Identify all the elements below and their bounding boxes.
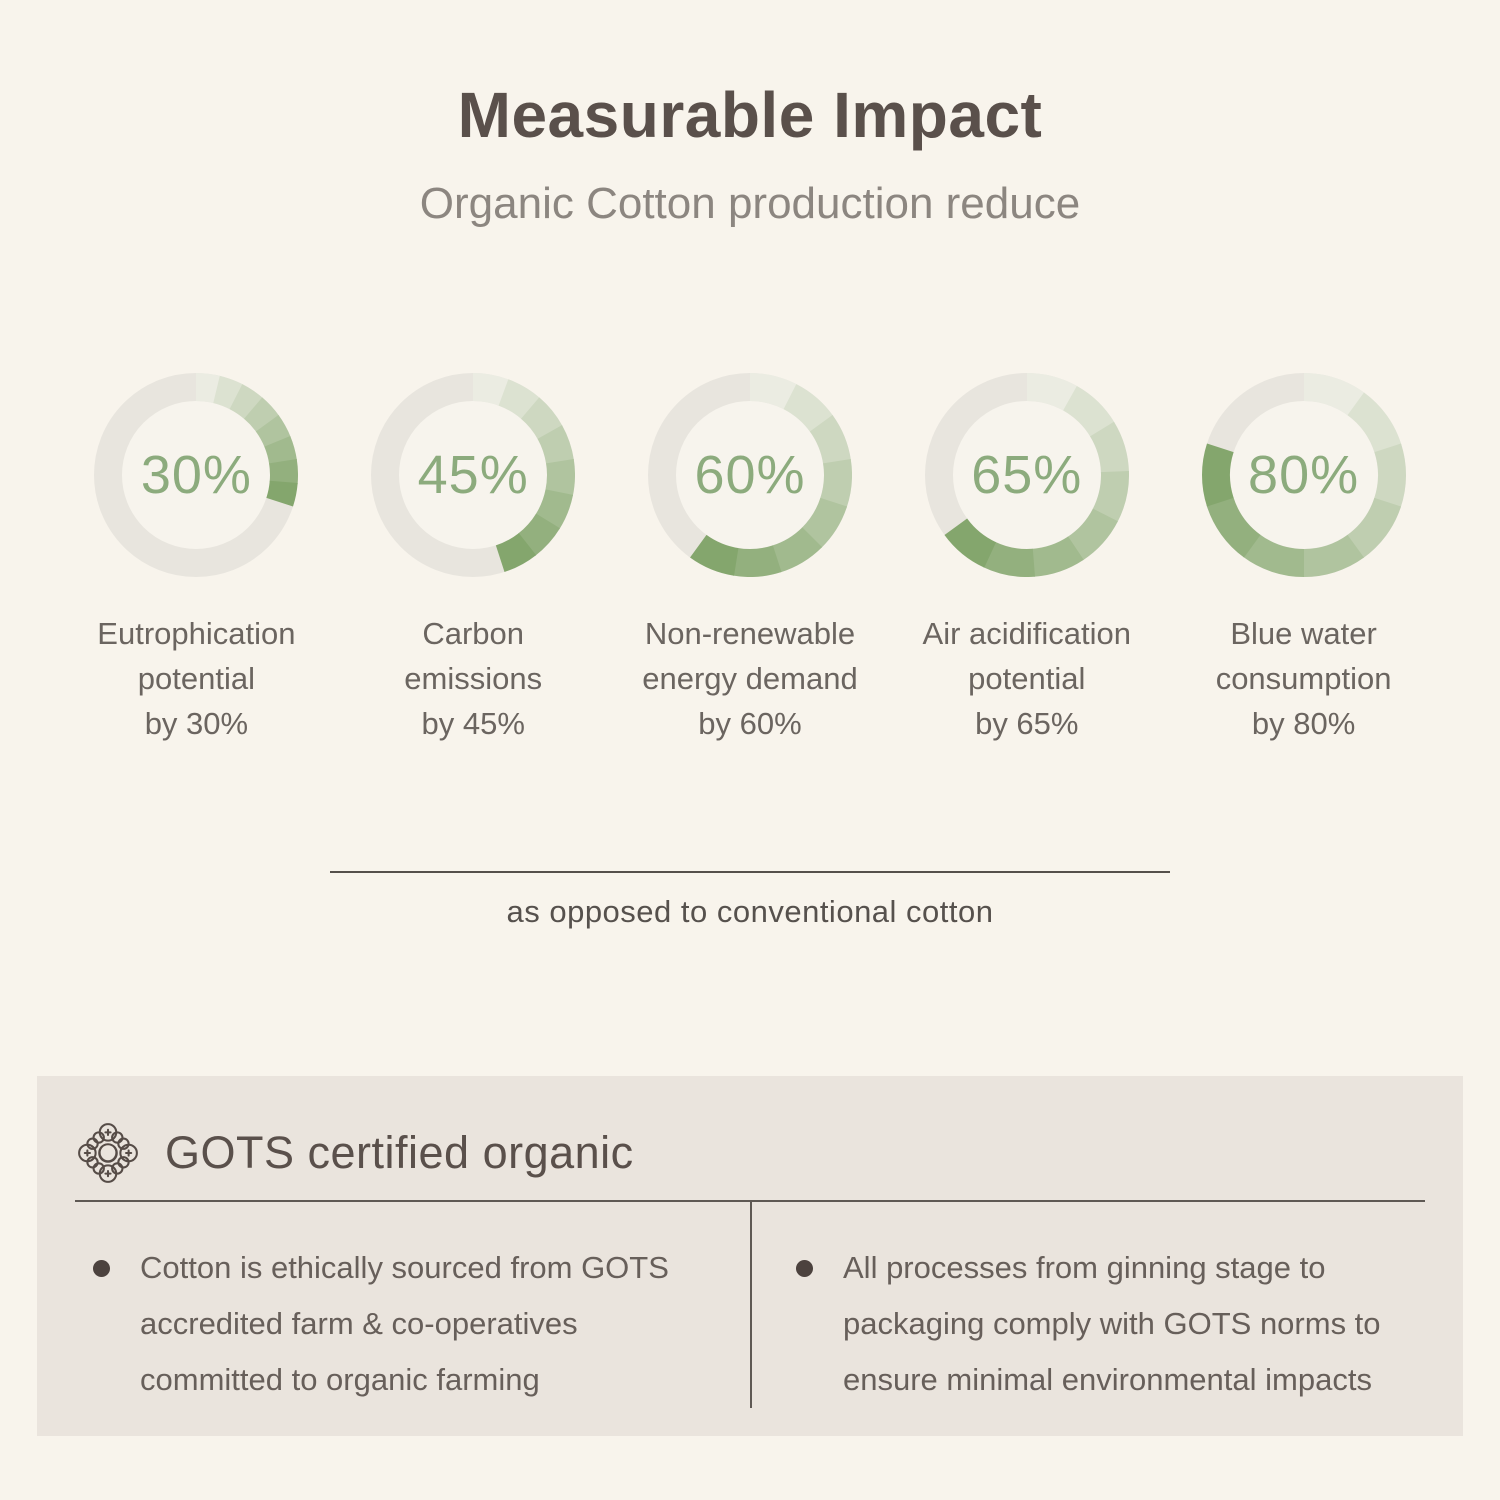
- gots-bullet-item: Cotton is ethically sourced from GOTS ac…: [75, 1240, 750, 1408]
- donut-percentage: 60%: [694, 444, 806, 505]
- donut-ring: [1201, 372, 1406, 577]
- impact-item-eutrophication: 30% Eutrophication potential by 30%: [58, 372, 335, 746]
- impact-item-blue-water: 80% Blue water consumption by 80%: [1165, 372, 1442, 746]
- gots-certified-panel: GOTS certified organic Cotton is ethical…: [37, 1075, 1463, 1436]
- impact-item-air-acidification: 65% Air acidification potential by 65%: [888, 372, 1165, 746]
- donut-chart-carbon-emissions: 45%: [371, 372, 576, 577]
- impact-label: Blue water consumption by 80%: [1215, 615, 1392, 741]
- donut-ring: [371, 372, 576, 577]
- donut-percentage: 30%: [140, 444, 252, 505]
- donut-chart-energy-demand: 60%: [647, 372, 852, 577]
- impact-item-energy-demand: 60% Non-renewable energy demand by 60%: [612, 372, 889, 746]
- impact-label: Air acidification potential by 65%: [922, 615, 1132, 741]
- donut-percentage: 65%: [971, 444, 1083, 505]
- gots-column-divider: [750, 1201, 752, 1408]
- donut-chart-eutrophication: 30%: [94, 372, 299, 577]
- header: Measurable Impact Organic Cotton product…: [0, 0, 1500, 230]
- gots-heading: GOTS certified organic: [165, 1126, 634, 1178]
- gots-bullet-text: Cotton is ethically sourced from GOTS ac…: [140, 1249, 669, 1397]
- gots-bullet-item: All processes from ginning stage to pack…: [750, 1240, 1425, 1408]
- donut-chart-air-acidification: 65%: [924, 372, 1129, 577]
- note-divider-line: [330, 870, 1170, 873]
- impact-label: Eutrophication potential by 30%: [97, 615, 296, 741]
- donut-ring: [647, 372, 852, 577]
- impact-item-carbon-emissions: 45% Carbon emissions by 45%: [335, 372, 612, 746]
- donut-ring: [924, 372, 1129, 577]
- impact-label: Non-renewable energy demand by 60%: [642, 615, 858, 741]
- page-title: Measurable Impact: [457, 79, 1043, 151]
- gots-header-divider: [75, 1199, 1425, 1202]
- donut-ring: [94, 372, 299, 577]
- cotton-knot-icon: [75, 1118, 141, 1188]
- gots-columns: Cotton is ethically sourced from GOTS ac…: [75, 1201, 1425, 1408]
- donut-percentage: 45%: [417, 444, 529, 505]
- donut-chart-blue-water: 80%: [1201, 372, 1406, 577]
- donut-charts-row: 30% Eutrophication potential by 30% 45% …: [58, 372, 1442, 746]
- bullet-dot: [93, 1259, 110, 1277]
- page-subtitle: Organic Cotton production reduce: [419, 179, 1081, 229]
- impact-label: Carbon emissions by 45%: [404, 615, 543, 741]
- gots-panel-header: GOTS certified organic: [75, 1118, 1425, 1188]
- gots-bullet-text: All processes from ginning stage to pack…: [843, 1249, 1381, 1397]
- donut-percentage: 80%: [1248, 444, 1360, 505]
- bullet-dot: [796, 1259, 813, 1277]
- comparison-note: as opposed to conventional cotton: [506, 893, 994, 929]
